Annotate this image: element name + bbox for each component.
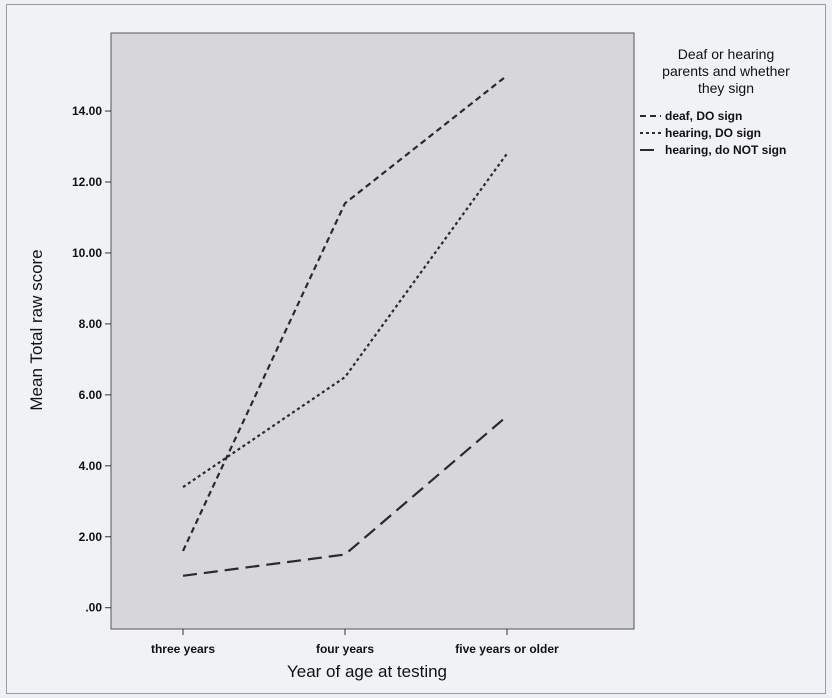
legend-label-3: hearing, do NOT sign xyxy=(665,143,786,157)
legend-title-line-2: parents and whether xyxy=(662,63,790,79)
series-line-2 xyxy=(182,152,508,489)
legend-items: deaf, DO sign hearing, DO sign hearing, do… xyxy=(640,109,786,157)
y-tick-label: 4.00 xyxy=(79,459,103,473)
y-axis-title: Mean Total raw score xyxy=(27,249,46,410)
legend-label-2: hearing, DO sign xyxy=(665,126,761,140)
line-chart: .00 2.00 4.00 6.00 8.00 10.00 12.00 14.00 three… xyxy=(27,32,790,681)
x-tick-label: five years or older xyxy=(455,642,559,656)
y-tick-label: .00 xyxy=(85,601,102,615)
y-tick-label: 14.00 xyxy=(72,104,102,118)
chart-frame: .00 2.00 4.00 6.00 8.00 10.00 12.00 14.00 three… xyxy=(6,4,826,694)
series-line-3 xyxy=(182,415,508,577)
legend-title-line-1: Deaf or hearing xyxy=(678,46,775,62)
y-tick-label: 6.00 xyxy=(79,388,103,402)
y-tick-label: 2.00 xyxy=(79,530,103,544)
x-tick-label: four years xyxy=(316,642,374,656)
x-tick-label: three years xyxy=(151,642,215,656)
legend-label-1: deaf, DO sign xyxy=(665,109,742,123)
y-tick-label: 8.00 xyxy=(79,317,103,331)
y-tick-label: 12.00 xyxy=(72,175,102,189)
y-tick-label: 10.00 xyxy=(72,246,102,260)
series-lines xyxy=(182,74,508,577)
y-axis-ticks: .00 2.00 4.00 6.00 8.00 10.00 12.00 14.00 xyxy=(72,104,111,615)
series-line-1 xyxy=(182,74,508,552)
legend-title-line-3: they sign xyxy=(698,80,754,96)
x-axis-title: Year of age at testing xyxy=(287,662,447,681)
legend: Deaf or hearing parents and whether they… xyxy=(640,46,790,157)
x-axis-ticks: three years four years five years or older xyxy=(151,629,559,656)
